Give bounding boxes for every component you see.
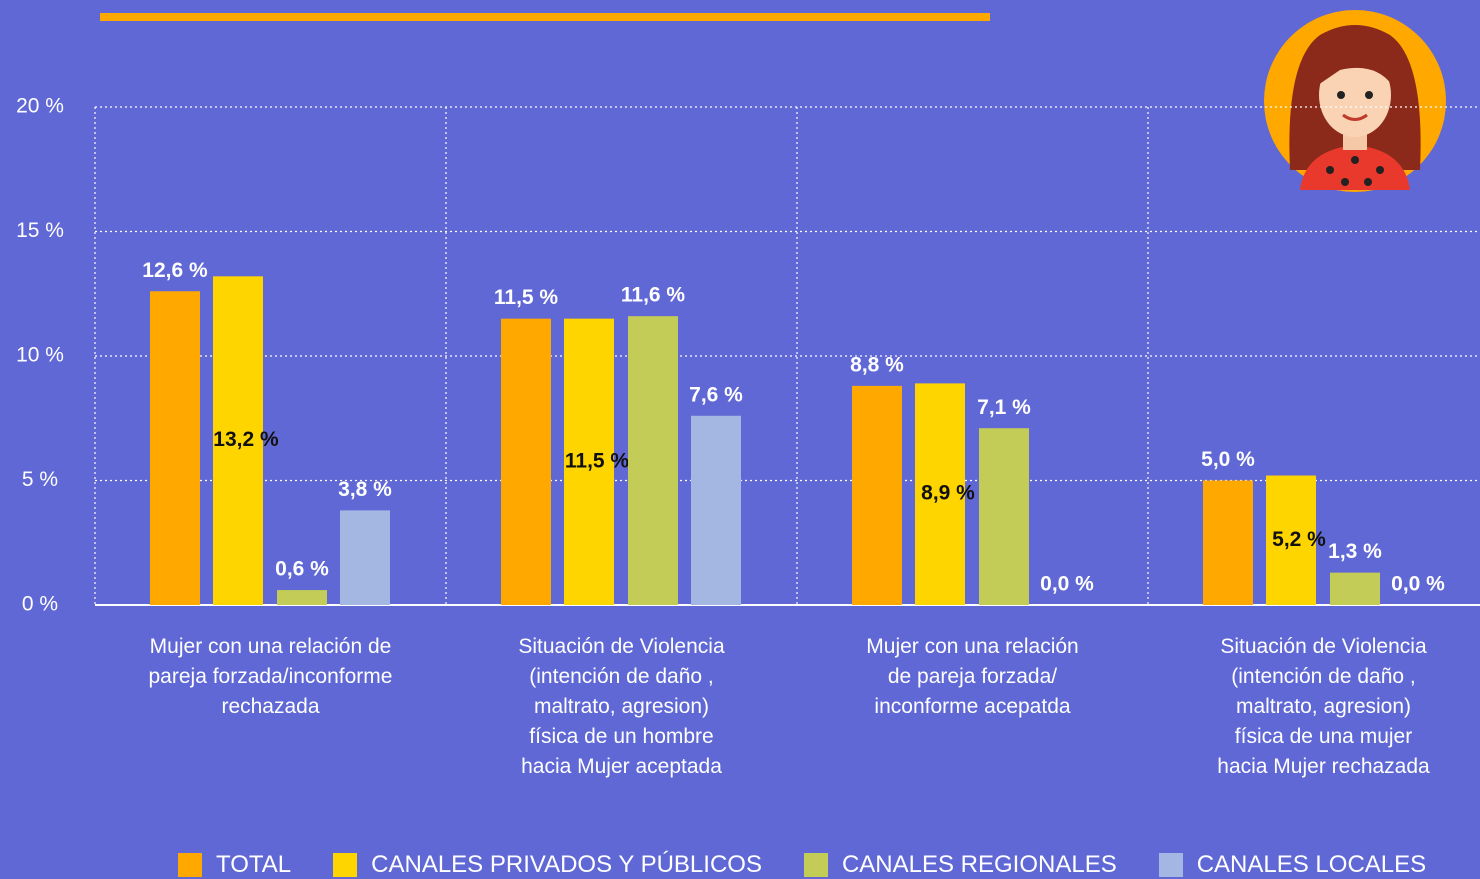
bar xyxy=(340,510,390,605)
value-label: 11,6 % xyxy=(621,284,686,307)
bar xyxy=(1330,573,1380,605)
y-tick-label: 15 % xyxy=(16,219,64,242)
value-label: 8,8 % xyxy=(850,353,904,376)
legend-item: CANALES LOCALES xyxy=(1159,851,1426,879)
legend-label: TOTAL xyxy=(216,851,291,879)
legend-label: CANALES PRIVADOS Y PÚBLICOS xyxy=(371,851,762,879)
legend-label: CANALES REGIONALES xyxy=(842,851,1117,879)
value-label: 0,0 % xyxy=(1040,573,1094,596)
value-label: 5,0 % xyxy=(1201,448,1255,471)
bar xyxy=(852,386,902,605)
legend-label: CANALES LOCALES xyxy=(1197,851,1426,879)
legend-item: CANALES PRIVADOS Y PÚBLICOS xyxy=(333,851,762,879)
legend-swatch xyxy=(333,853,357,877)
y-tick-label: 5 % xyxy=(22,468,58,491)
y-tick-label: 20 % xyxy=(16,95,64,118)
legend: TOTAL CANALES PRIVADOS Y PÚBLICOS CANALES … xyxy=(178,851,1468,879)
value-label: 7,6 % xyxy=(689,383,743,406)
bar xyxy=(501,319,551,605)
bar xyxy=(628,316,678,605)
x-tick-label: Mujer con una relación de pareja forzada… xyxy=(126,632,416,722)
value-label: 13,2 % xyxy=(213,428,279,451)
legend-item: TOTAL xyxy=(178,851,291,879)
value-label: 7,1 % xyxy=(977,396,1031,419)
legend-swatch xyxy=(1159,853,1183,877)
bar xyxy=(979,428,1029,605)
x-tick-label: Situación de Violencia (intención de dañ… xyxy=(477,632,767,782)
value-label: 11,5 % xyxy=(494,286,559,309)
legend-item: CANALES REGIONALES xyxy=(804,851,1117,879)
value-label: 5,2 % xyxy=(1272,528,1326,551)
bar xyxy=(691,416,741,605)
bar xyxy=(150,291,200,605)
page: {"chart_data": {"type": "bar", "categori… xyxy=(0,0,1480,878)
value-label: 12,6 % xyxy=(142,259,208,282)
value-label: 0,6 % xyxy=(275,558,329,581)
value-label: 1,3 % xyxy=(1328,540,1382,563)
x-tick-label: Situación de Violencia (intención de dañ… xyxy=(1179,632,1469,782)
avatar xyxy=(1264,10,1446,192)
legend-swatch xyxy=(178,853,202,877)
header-bar xyxy=(100,13,990,21)
value-label: 11,5 % xyxy=(565,449,630,472)
bar xyxy=(277,590,327,605)
y-tick-label: 10 % xyxy=(16,344,64,367)
value-label: 3,8 % xyxy=(338,478,392,501)
legend-swatch xyxy=(804,853,828,877)
x-tick-label: Mujer con una relación de pareja forzada… xyxy=(828,632,1118,722)
bar xyxy=(1203,481,1253,606)
value-label: 0,0 % xyxy=(1391,573,1445,596)
value-label: 8,9 % xyxy=(921,482,975,505)
y-tick-label: 0 % xyxy=(22,593,58,616)
